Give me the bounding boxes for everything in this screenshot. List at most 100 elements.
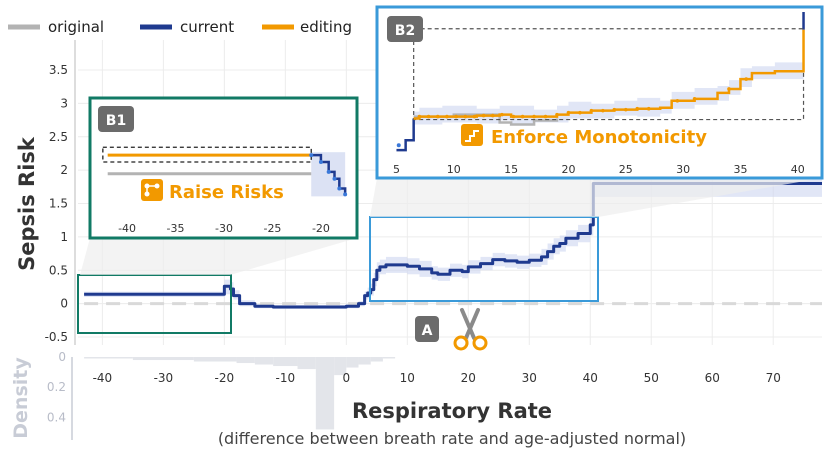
b2-editing-point-21 [635, 106, 640, 111]
density-bar-1 [132, 357, 194, 361]
badge-b1 [98, 106, 134, 132]
b2-x-tick-label-1: 10 [447, 163, 461, 176]
y-tick-label-8: 3.5 [49, 63, 68, 77]
x-tick-label-4: 0 [343, 371, 351, 385]
b2-editing-point-20 [624, 107, 628, 112]
density-bar-3 [236, 357, 255, 364]
b2-current-point [396, 143, 401, 148]
x-tick-label-6: 20 [461, 371, 476, 385]
density-bar-5 [273, 357, 298, 367]
b2-current-entry [396, 118, 415, 152]
density-axis-title: Density [10, 357, 32, 439]
b2-editing-point-9 [500, 112, 504, 117]
y-tick-label-6: 2.5 [49, 130, 68, 144]
density-bar-2 [193, 357, 237, 362]
y-tick-label-3: 1 [60, 230, 68, 244]
badge-b1-label: B1 [106, 113, 126, 129]
b2-editing-point-5 [463, 114, 468, 119]
badge-a-label: A [422, 323, 433, 339]
b1-action-label: Raise Risks [169, 182, 284, 203]
b2-editing-point-10 [511, 114, 516, 119]
b2-editing-point-18 [601, 108, 605, 113]
density-bar-6 [297, 357, 316, 370]
scissors-icon[interactable] [453, 308, 488, 351]
x-tick-label-11: 70 [766, 371, 781, 385]
density-bar-9 [346, 357, 359, 368]
b2-zoom-shadow [370, 178, 822, 217]
b2-x-tick-label-5: 30 [676, 163, 690, 176]
b2-editing-point-16 [578, 110, 582, 115]
b1-x-tick-label-1: -35 [167, 222, 185, 235]
x-tick-label-9: 50 [644, 371, 659, 385]
y-tick-label-0: -0.5 [45, 330, 68, 344]
y-tick-label-2: 0.5 [49, 263, 68, 277]
x-tick-label-3: -10 [276, 371, 296, 385]
b2-editing-point-19 [612, 107, 617, 112]
b2-editing-point-3 [445, 114, 449, 119]
density-histogram [71, 357, 396, 440]
b2-selection-box[interactable] [413, 28, 805, 121]
density-bar-7 [315, 357, 335, 430]
b2-editing-point-6 [472, 114, 477, 119]
b2-editing-point-24 [692, 97, 697, 101]
density-axis-ticks: 0 0.2 0.4 [47, 350, 66, 424]
x-tick-label-5: 10 [400, 371, 415, 385]
b2-editing-point-17 [589, 108, 594, 113]
b2-editing-point-4 [454, 114, 458, 119]
density-tick-label-1: 0.2 [47, 380, 66, 394]
y-axis-ticks: -0.5 0 0.5 1 1.5 2 2.5 3 3.5 [45, 63, 68, 344]
legend-label-original: original [48, 18, 104, 36]
b2-editing-point-1 [426, 114, 431, 119]
b2-original-line [413, 113, 559, 126]
b2-editing-point-15 [566, 110, 571, 115]
x-axis-subtitle: (difference between breath rate and age-… [218, 429, 686, 448]
y-tick-label-7: 3 [60, 96, 68, 110]
density-bar-4 [254, 357, 274, 365]
b2-editing-point-22 [646, 106, 651, 111]
b2-editing-point-11 [520, 114, 525, 119]
y-tick-label-5: 2 [60, 163, 68, 177]
b2-x-tick-label-4: 25 [619, 163, 633, 176]
b2-x-tick-label-2: 15 [504, 163, 518, 176]
x-axis-ticks: -40 -30 -20 -10 0 10 20 30 40 50 60 70 [93, 371, 781, 385]
b2-frame [375, 5, 824, 180]
b1-x-tick-label-3: -25 [263, 222, 281, 235]
b2-editing-point-8 [490, 113, 495, 118]
x-tick-label-1: -30 [154, 371, 174, 385]
x-axis-title: Respiratory Rate [352, 399, 552, 423]
b2-action-label: Enforce Monotonicity [491, 127, 707, 148]
b2-editing-point-23 [675, 99, 680, 103]
badge-b2-label: B2 [395, 23, 415, 39]
badge-b2 [387, 16, 423, 42]
x-tick-label-0: -40 [93, 371, 113, 385]
x-tick-label-10: 60 [705, 371, 720, 385]
x-tick-label-7: 30 [522, 371, 537, 385]
b1-current-point-5 [343, 192, 348, 197]
raise-risks-icon [141, 179, 163, 201]
b2-editing-point-0 [417, 114, 422, 119]
density-tick-label-0: 0 [58, 350, 66, 364]
density-tick-label-2: 0.4 [47, 410, 66, 424]
b2-editing-point-12 [532, 114, 536, 119]
b2-editing-point-7 [481, 113, 486, 118]
b2-editing-point-2 [435, 114, 440, 119]
series-current-line[interactable] [84, 181, 822, 309]
annotation-a: A [415, 308, 488, 351]
b1-current-point-0 [309, 153, 314, 158]
b2-editing-point-26 [744, 77, 748, 81]
x-tick-label-2: -20 [215, 371, 235, 385]
inset-b1: -40 -35 -30 -25 -20 B1 Raise Risks [88, 96, 359, 240]
b2-x-tick-label-6: 35 [733, 163, 747, 176]
b1-x-tick-label-2: -30 [215, 222, 233, 235]
density-bar-8 [334, 357, 347, 376]
density-bar-12 [382, 357, 396, 359]
legend-label-editing: editing [300, 18, 352, 36]
b1-current-point-1 [318, 160, 323, 164]
current-series [84, 181, 822, 309]
b2-x-tick-label-7: 40 [791, 163, 805, 176]
y-tick-label-1: 0 [60, 297, 68, 311]
b1-zoom-shadow [80, 238, 357, 275]
x-tick-label-8: 40 [583, 371, 598, 385]
y-tick-label-4: 1.5 [49, 197, 68, 211]
